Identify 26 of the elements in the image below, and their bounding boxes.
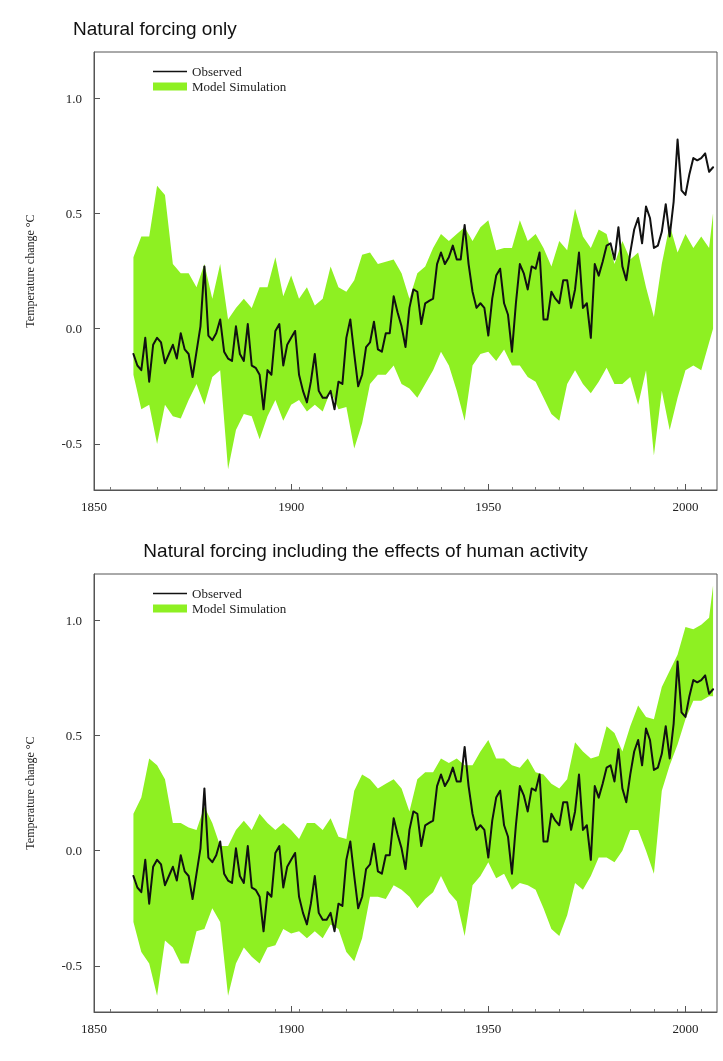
x-tick-label: 1950 — [475, 1021, 502, 1036]
x-tick-label: 1950 — [475, 499, 502, 514]
chart-title: Natural forcing only — [73, 18, 238, 39]
line-series — [132, 660, 715, 933]
y-tick-label: 1.0 — [65, 612, 82, 628]
x-tick-label: 2000 — [672, 1021, 699, 1036]
y-tick-label: -0.5 — [61, 958, 82, 974]
x-tick-label: 1850 — [81, 1021, 107, 1036]
x-tick-label: 1850 — [81, 499, 107, 514]
chart-title: Natural forcing including the effects of human activity — [143, 540, 589, 561]
y-tick-label: 0.0 — [65, 843, 82, 859]
legend-label: Observed — [192, 586, 243, 601]
y-tick-label: 1.0 — [65, 90, 82, 106]
legend-label: Model Simulation — [192, 79, 287, 94]
y-tick-label: -0.5 — [61, 436, 82, 452]
x-tick-label: 1900 — [278, 499, 305, 514]
line-series — [132, 138, 715, 411]
y-axis-title: Temperature change °C — [23, 214, 37, 328]
legend-label: Model Simulation — [192, 601, 287, 616]
x-tick-label: 2000 — [672, 499, 699, 514]
y-tick-label: 0.0 — [65, 321, 82, 337]
x-tick-label: 1900 — [278, 1021, 305, 1036]
y-tick-label: 0.5 — [65, 205, 82, 221]
y-tick-label: 0.5 — [65, 727, 82, 743]
legend-label: Observed — [192, 64, 243, 79]
y-axis-title: Temperature change °C — [23, 736, 37, 850]
